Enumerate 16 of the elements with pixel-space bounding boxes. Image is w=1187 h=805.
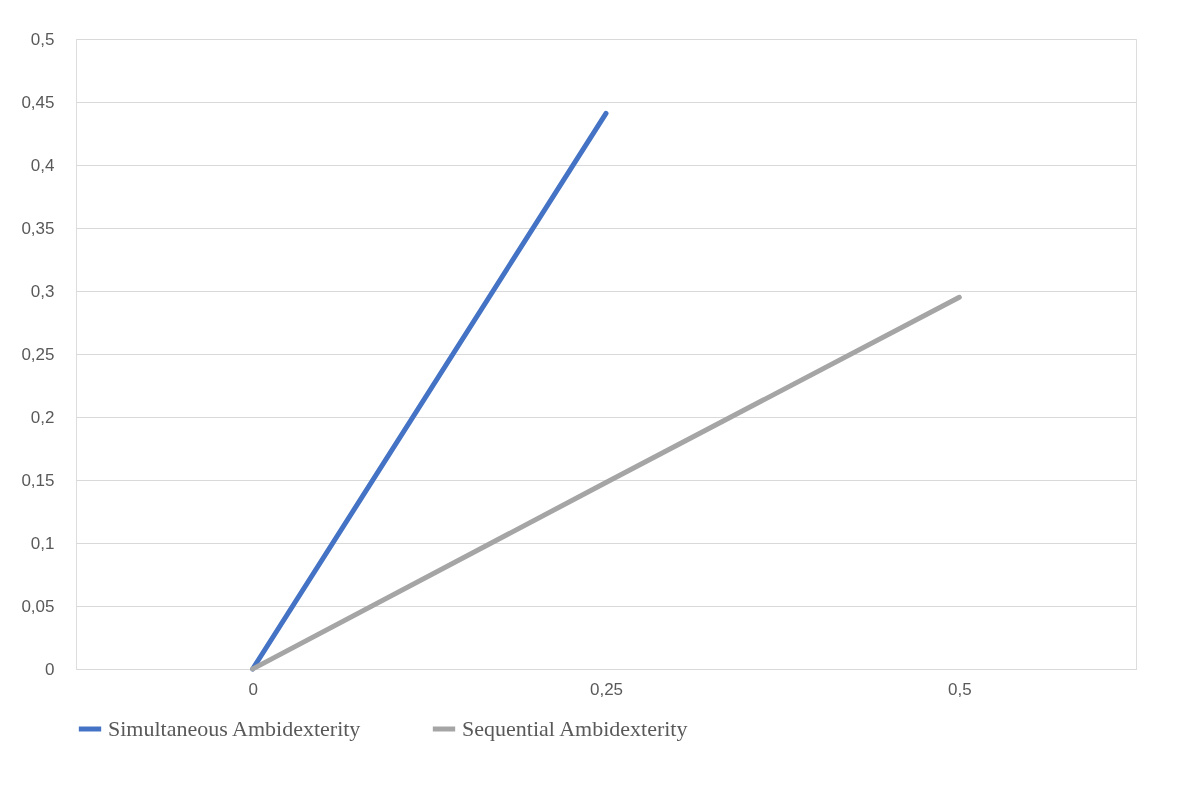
y-tick-label: 0,45 [21,92,55,112]
y-tick-label: 0,3 [30,281,55,301]
y-tick-label: 0,05 [21,596,55,616]
y-tick-label: 0,35 [21,218,55,238]
y-tick-label: 0,25 [21,344,55,364]
y-tick-label: 0,4 [30,155,55,175]
x-tick-label: 0 [248,679,258,699]
y-tick-label: 0,2 [30,407,55,427]
x-tick-label: 0,5 [948,679,972,699]
y-tick-label: 0,5 [30,29,55,49]
x-tick-label: 0,25 [589,679,624,699]
legend-label: Simultaneous Ambidexterity [108,716,361,741]
legend-label: Sequential Ambidexterity [462,716,688,741]
y-tick-label: 0,1 [30,533,55,553]
y-tick-label: 0 [45,659,55,679]
y-tick-label: 0,15 [21,470,55,490]
